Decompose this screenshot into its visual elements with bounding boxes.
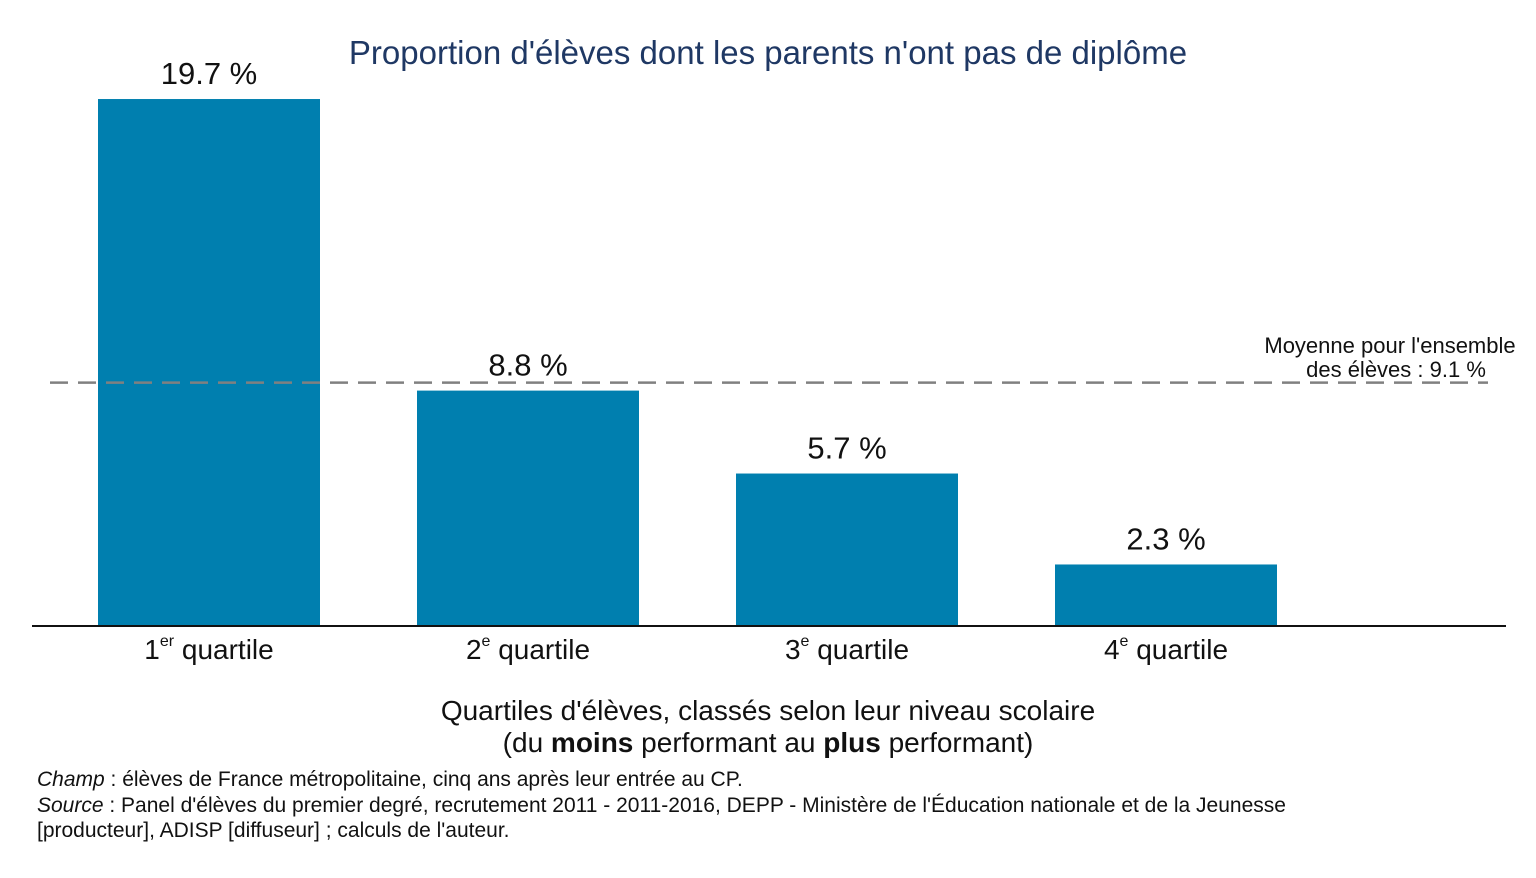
bar-quartile-3: [736, 473, 958, 626]
bars-group: [98, 99, 1277, 626]
x-axis-title-part-4: plus: [823, 727, 881, 758]
value-labels-group: 19.7 % 8.8 % 5.7 % 2.3 %: [161, 56, 1206, 556]
average-label-line2: des élèves : 9.1 %: [1306, 357, 1486, 382]
x-axis-title-part-2: moins: [551, 727, 633, 758]
note-source: Source : Panel d'élèves du premier degré…: [37, 794, 1286, 817]
x-tick-label-quartile-3: 3e quartile: [785, 633, 909, 665]
x-tick-label-quartile-2: 2e quartile: [466, 633, 590, 665]
x-axis-title-line2: (du moins performant au plus performant): [503, 727, 1034, 758]
value-label-quartile-3: 5.7 %: [807, 431, 886, 466]
bar-quartile-2: [417, 390, 639, 626]
bar-quartile-1: [98, 99, 320, 626]
x-axis-title-line1: Quartiles d'élèves, classés selon leur n…: [441, 695, 1095, 726]
note-champ-text: : élèves de France métropolitaine, cinq …: [105, 768, 743, 791]
value-label-quartile-2: 8.8 %: [488, 348, 567, 383]
x-axis-title-part-3: performant au: [633, 727, 823, 758]
note-source-label: Source: [37, 794, 104, 817]
value-label-quartile-4: 2.3 %: [1126, 521, 1205, 556]
x-tick-label-quartile-1: 1er quartile: [144, 633, 273, 665]
x-tick-labels-group: 1er quartile 2e quartile 3e quartile 4e qua…: [144, 633, 1228, 665]
x-axis-title-part-5: performant): [881, 727, 1034, 758]
average-label-line1: Moyenne pour l'ensemble: [1264, 333, 1515, 358]
note-champ-label: Champ: [37, 768, 105, 791]
note-champ: Champ : élèves de France métropolitaine,…: [37, 768, 743, 791]
bar-quartile-4: [1055, 564, 1277, 626]
x-tick-label-quartile-4: 4e quartile: [1104, 633, 1228, 665]
value-label-quartile-1: 19.7 %: [161, 56, 258, 91]
chart-title: Proportion d'élèves dont les parents n'o…: [349, 34, 1187, 71]
note-source-continued: [producteur], ADISP [diffuseur] ; calcul…: [37, 819, 510, 842]
x-axis-title-part-1: (du: [503, 727, 551, 758]
note-source-text: : Panel d'élèves du premier degré, recru…: [104, 794, 1286, 817]
